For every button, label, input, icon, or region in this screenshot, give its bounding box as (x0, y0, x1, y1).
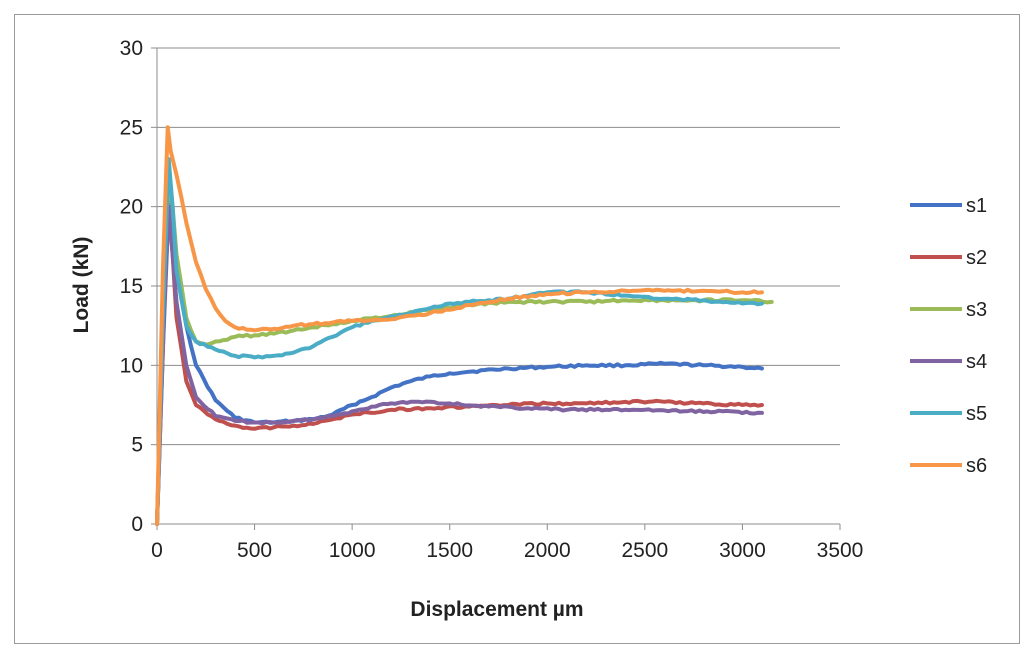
y-tick-label-3: 15 (120, 275, 143, 298)
legend-label-s1: s1 (966, 195, 987, 217)
y-tick-labels: 0 5 10 15 20 25 30 (120, 37, 143, 536)
y-tick-label-1: 5 (131, 434, 143, 457)
x-tick-labels: 0 500 1000 1500 2000 2500 3000 3500 (151, 539, 863, 562)
x-axis-title: Displacement µm (410, 598, 583, 621)
axes (151, 47, 841, 530)
y-tick-label-5: 25 (120, 116, 143, 139)
series-line-s6 (155, 125, 764, 526)
legend-label-s4: s4 (966, 351, 987, 373)
x-tick-label-4: 2000 (524, 539, 571, 562)
grid-lines (157, 47, 840, 446)
x-tick-label-0: 0 (151, 539, 163, 562)
y-tick-label-4: 20 (120, 196, 143, 219)
legend-label-s2: s2 (966, 247, 987, 269)
y-tick-label-0: 0 (131, 513, 143, 536)
x-tick-label-2: 1000 (329, 539, 376, 562)
legend-label-s3: s3 (966, 299, 987, 321)
x-tick-label-6: 3000 (719, 539, 766, 562)
y-tick-label-2: 10 (120, 354, 143, 377)
series-line-s3 (155, 172, 774, 526)
x-tick-label-3: 1500 (426, 539, 473, 562)
series-line-s5 (155, 157, 764, 526)
legend: s1 s2 s3 s4 s5 s6 (910, 195, 987, 477)
y-tick-label-6: 30 (120, 37, 143, 60)
x-tick-label-7: 3500 (817, 539, 864, 562)
series-line-s4 (155, 204, 764, 526)
legend-label-s5: s5 (966, 403, 987, 425)
legend-label-s6: s6 (966, 455, 987, 477)
x-tick-label-5: 2500 (621, 539, 668, 562)
x-tick-label-1: 500 (237, 539, 272, 562)
series-lines (155, 125, 774, 526)
y-axis-title: Load (kN) (70, 237, 93, 334)
